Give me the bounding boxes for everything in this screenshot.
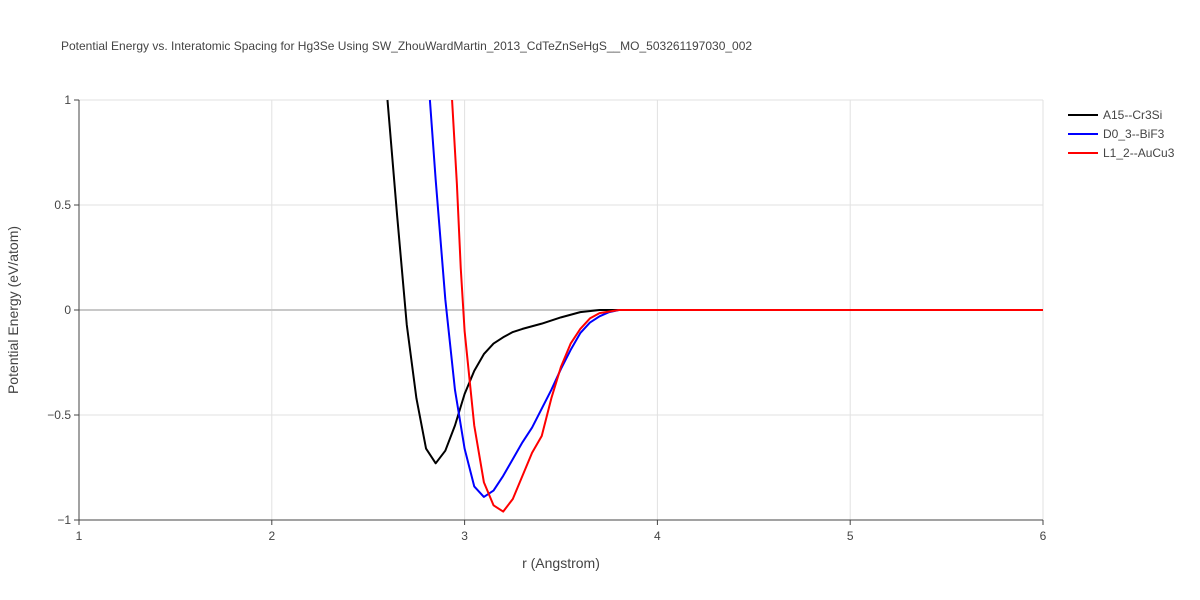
line-series <box>451 99 1043 513</box>
line-series <box>428 99 1043 498</box>
y-tick-label: −1 <box>57 513 71 527</box>
x-tick-label: 6 <box>1040 529 1047 543</box>
y-tick-label: 1 <box>64 93 71 107</box>
y-tick-label: 0.5 <box>54 198 71 212</box>
x-tick-label: 5 <box>847 529 854 543</box>
legend-label: A15--Cr3Si <box>1103 108 1162 122</box>
y-tick-label: −0.5 <box>47 408 71 422</box>
x-tick-label: 3 <box>461 529 468 543</box>
line-series <box>386 99 1043 465</box>
y-axis-title: Potential Energy (eV/atom) <box>5 226 21 394</box>
x-tick-label: 1 <box>76 529 83 543</box>
legend-label: D0_3--BiF3 <box>1103 127 1165 141</box>
plot-area <box>386 99 1043 513</box>
x-tick-label: 2 <box>268 529 275 543</box>
x-axis-title: r (Angstrom) <box>522 555 600 571</box>
legend-label: L1_2--AuCu3 <box>1103 146 1175 160</box>
y-tick-label: 0 <box>64 303 71 317</box>
chart-title: Potential Energy vs. Interatomic Spacing… <box>61 39 752 53</box>
x-tick-label: 4 <box>654 529 661 543</box>
